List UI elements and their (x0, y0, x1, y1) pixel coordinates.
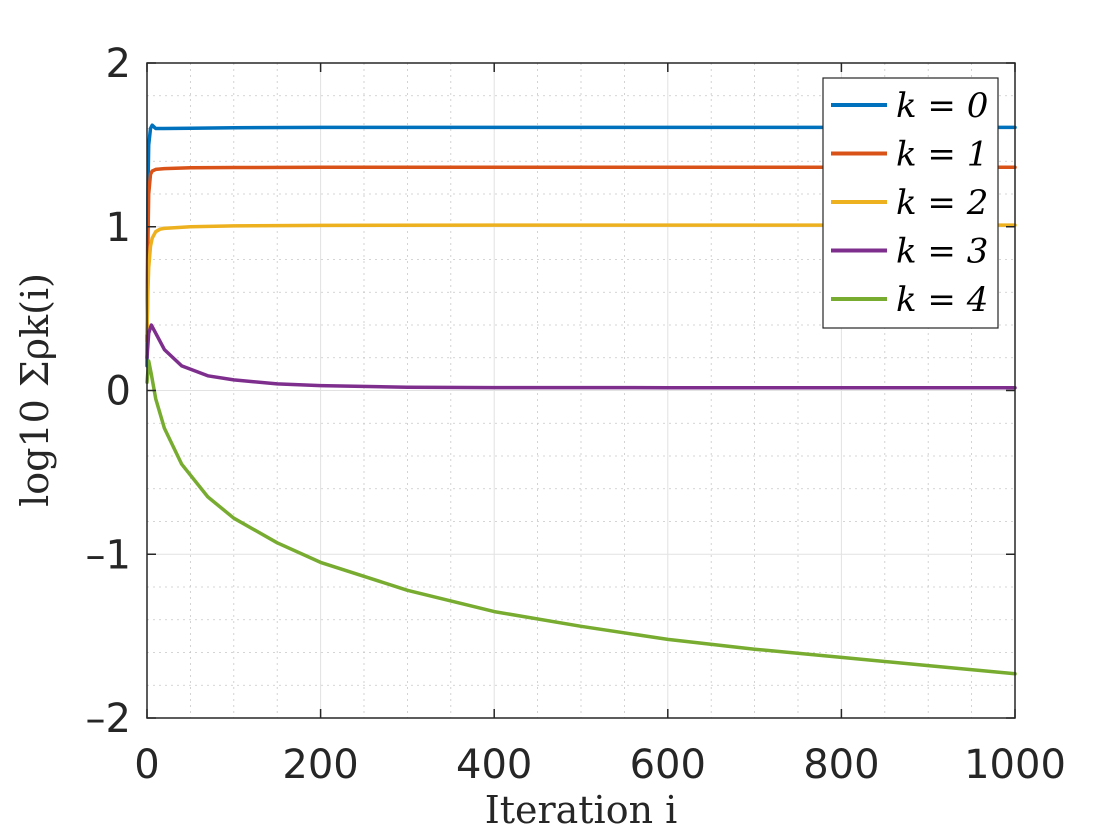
y-tick-label: 1 (106, 205, 131, 251)
y-tick-label: –2 (86, 696, 131, 742)
y-tick-label: 0 (106, 369, 131, 415)
legend-label-k1: k = 1 (896, 135, 988, 175)
series-line-k3 (145, 323, 1017, 390)
y-axis-label: log10 Σρk(i) (13, 273, 57, 507)
legend-label-k4: k = 4 (896, 280, 988, 320)
series-line-k1 (145, 165, 1017, 344)
x-tick-label: 0 (134, 742, 159, 788)
legend-label-k0: k = 0 (896, 86, 988, 126)
legend-label-k2: k = 2 (896, 183, 988, 223)
series-layer (145, 123, 1017, 676)
series-line-k4 (145, 359, 1017, 676)
x-tick-label: 400 (456, 742, 532, 788)
y-tick-label: 2 (106, 41, 131, 87)
series-line-k2 (145, 223, 1017, 335)
x-axis-label: Iteration i (485, 788, 678, 832)
tick-labels: 0 200 400 600 800 1000 2 1 0 –1 –2 (86, 41, 1066, 788)
series-line-k0 (145, 123, 1017, 368)
x-tick-label: 1000 (964, 742, 1066, 788)
x-tick-label: 200 (282, 742, 358, 788)
y-tick-label: –1 (86, 532, 131, 578)
legend-label-k3: k = 3 (896, 232, 988, 272)
x-tick-label: 800 (803, 742, 879, 788)
legend: k = 0 k = 1 k = 2 k = 3 k = 4 (822, 77, 999, 329)
x-tick-label: 600 (630, 742, 706, 788)
axis-ticks (146, 62, 1016, 719)
